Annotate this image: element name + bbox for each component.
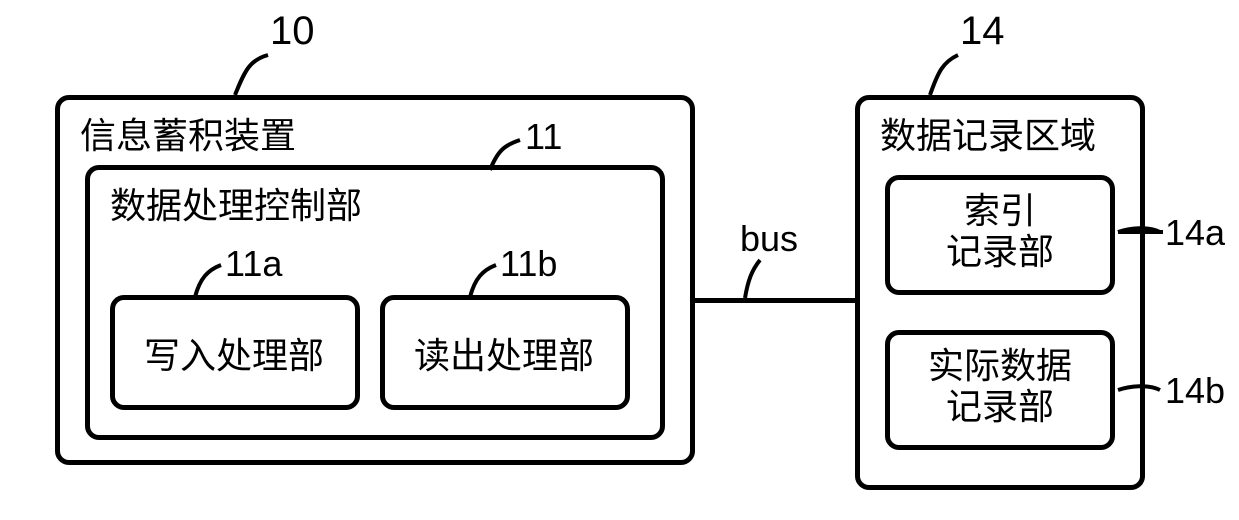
diagram-canvas: 10 信息蓄积装置 数据处理控制部 11 写入处理部 11a 读出处理部 11b… <box>0 0 1239 520</box>
bus-label: bus <box>740 218 798 259</box>
ref-14b: 14b <box>1165 370 1225 411</box>
box-11a-label: 写入处理部 <box>144 335 324 376</box>
box-11-title: 数据处理控制部 <box>110 185 362 226</box>
ref-14a: 14a <box>1165 212 1225 253</box>
ref-11b: 11b <box>500 243 557 284</box>
ref-11a: 11a <box>225 243 282 284</box>
ref-11: 11 <box>525 116 562 157</box>
bus-connector <box>695 298 855 303</box>
box-14a-label: 索引 记录部 <box>945 190 1055 273</box>
box-10-title: 信息蓄积装置 <box>80 115 296 156</box>
box-11b-label: 读出处理部 <box>414 335 594 376</box>
ref-10: 10 <box>270 8 315 54</box>
box-14b-label: 实际数据 记录部 <box>925 345 1075 428</box>
ref-14: 14 <box>960 8 1005 54</box>
box-14-title: 数据记录区域 <box>880 115 1096 156</box>
